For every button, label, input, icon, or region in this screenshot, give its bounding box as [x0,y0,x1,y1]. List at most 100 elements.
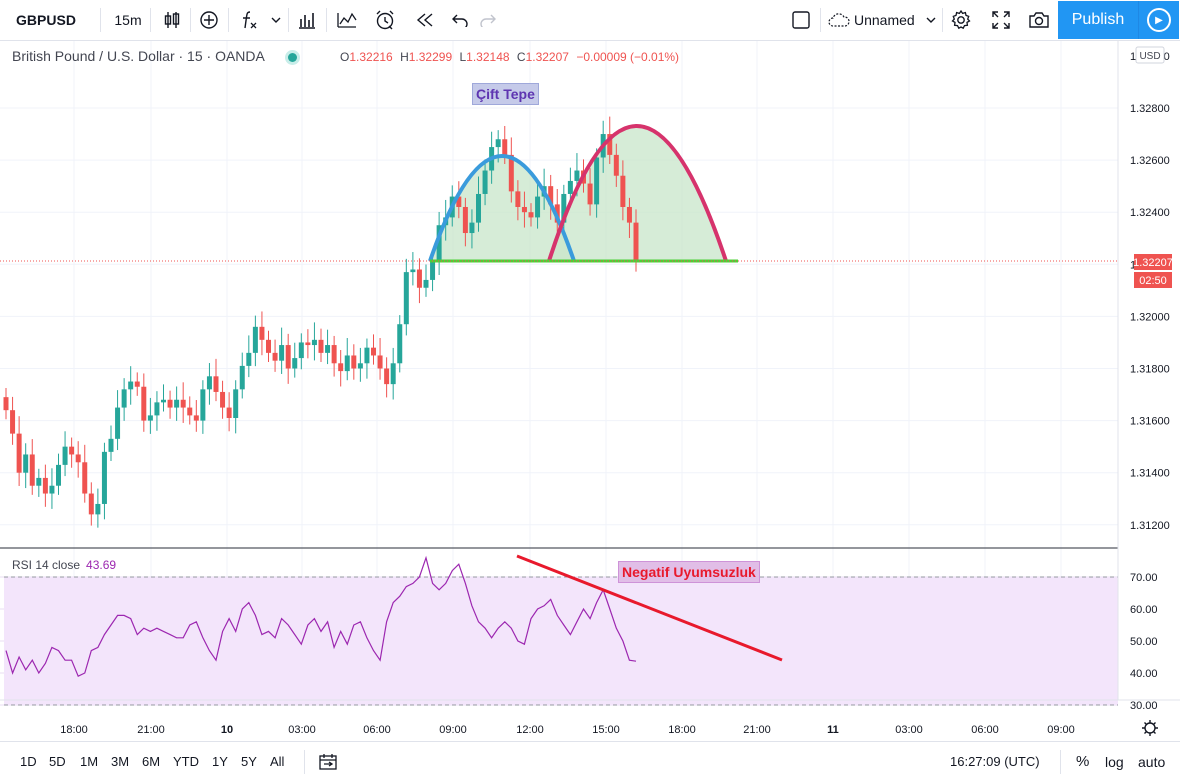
candle-body [351,355,357,369]
range-button-1y[interactable]: 1Y [212,754,228,769]
log-toggle[interactable]: log [1105,753,1124,770]
candle-body [3,397,9,411]
time-tick-label: 06:00 [971,724,999,736]
candles-icon[interactable] [156,0,188,40]
range-button-5y[interactable]: 5Y [241,754,257,769]
price-tick-label: 1.31600 [1130,416,1170,428]
range-button-3m[interactable]: 3M [111,754,130,769]
candle-body [344,355,350,372]
candle-body [423,279,429,288]
indicator-icon[interactable] [332,0,362,40]
auto-toggle[interactable]: auto [1138,753,1166,770]
expand-icon[interactable] [986,0,1016,40]
undo-icon[interactable] [446,0,474,40]
time-axis-settings-icon[interactable] [1142,720,1158,736]
candle-body [561,193,567,223]
toolbar-divider [820,8,821,32]
candle-body [266,339,271,353]
candle-body [259,326,265,340]
time-tick-label: 09:00 [439,724,467,736]
bar-chart-icon[interactable] [292,0,322,40]
candle-body [626,206,632,223]
range-button-1d[interactable]: 1D [20,754,37,769]
candle-body [390,363,396,385]
candle-body [252,326,258,353]
fullscreen-square-icon[interactable] [786,0,816,40]
time-tick-label: 21:00 [743,724,771,736]
candle-body [23,454,29,473]
chevron-down-icon[interactable] [266,0,286,40]
range-button-ytd[interactable]: YTD [173,754,199,769]
candle-body [16,433,22,473]
cloud-icon[interactable] [826,0,852,40]
top-toolbar: GBPUSD 15m Unnamed [0,0,1180,41]
range-button-1m[interactable]: 1M [80,754,99,769]
play-icon[interactable]: ▶ [1138,1,1179,39]
candle-body [200,389,206,421]
last-price-badge-box [1134,254,1172,270]
replay-icon[interactable] [410,0,440,40]
range-button-5d[interactable]: 5D [49,754,66,769]
low-label: L [459,50,467,64]
candle-body [436,225,442,262]
chart-legend: British Pound / U.S. Dollar · 15 · OANDA [12,48,297,64]
candle-body [482,170,488,194]
candle-body [502,139,508,155]
alert-clock-icon[interactable] [370,0,400,40]
camera-icon[interactable] [1024,0,1054,40]
symbol-title[interactable]: British Pound / U.S. Dollar · 15 · OANDA [12,48,265,64]
gear-icon[interactable] [946,0,976,40]
candle-body [528,212,534,218]
candle-body [56,464,61,486]
price-tick-label: 1.31200 [1130,520,1170,532]
candle-body [410,269,416,273]
interval-button[interactable]: 15m [114,12,142,28]
toolbar-divider [942,8,943,32]
currency-badge[interactable]: USD [1139,51,1160,62]
divergence-label[interactable]: Negatif Uyumsuzluk [618,561,760,583]
fx-icon[interactable] [234,0,264,40]
layout-name-button[interactable]: Unnamed [854,12,915,28]
candle-body [88,493,94,515]
chevron-down-icon[interactable] [922,0,940,40]
candle-body [305,342,311,346]
candle-body [115,407,121,439]
candle-body [29,454,35,486]
close-label: C [516,50,526,64]
time-tick-label: 11 [827,724,839,736]
candle-body [285,345,291,369]
rsi-label: RSI 14 close [12,558,81,572]
candle-body [292,358,298,369]
market-status-icon [287,52,297,62]
candle-body [331,345,337,364]
price-axis-ticks: 1.328001.326001.324001.322001.320001.318… [1130,51,1170,532]
symbol-search-button[interactable]: GBPUSD [16,12,76,28]
rsi-legend[interactable]: RSI 14 close 43.69 [12,558,116,572]
toolbar-divider [228,8,229,32]
range-button-all[interactable]: All [270,754,285,769]
candle-body [371,347,376,356]
candle-body [620,175,626,207]
close-value: 1.32207 [525,50,569,64]
publish-button[interactable]: Publish [1058,1,1138,39]
plus-circle-icon[interactable] [194,0,224,40]
rsi-tick-label: 70.00 [1130,572,1158,584]
price-tick-label: 1.32600 [1130,155,1170,167]
candle-body [338,363,344,372]
toolbar-divider [288,8,289,32]
candle-body [515,191,521,207]
double-top-label[interactable]: Çift Tepe [472,83,539,105]
chart-canvas[interactable]: 1.328001.326001.324001.322001.320001.318… [0,41,1180,741]
candle-body [403,272,409,325]
range-button-6m[interactable]: 6M [142,754,161,769]
time-tick-label: 15:00 [592,724,620,736]
time-tick-label: 03:00 [895,724,923,736]
date-range-icon[interactable] [318,742,338,781]
candle-body [187,407,193,416]
candle-body [147,415,153,421]
percent-toggle[interactable]: % [1076,753,1090,770]
change-value: −0.00009 (−0.01%) [576,50,680,64]
clock-readout[interactable]: 16:27:09 (UTC) [950,754,1040,769]
redo-icon[interactable] [474,0,502,40]
candle-body [495,139,501,148]
